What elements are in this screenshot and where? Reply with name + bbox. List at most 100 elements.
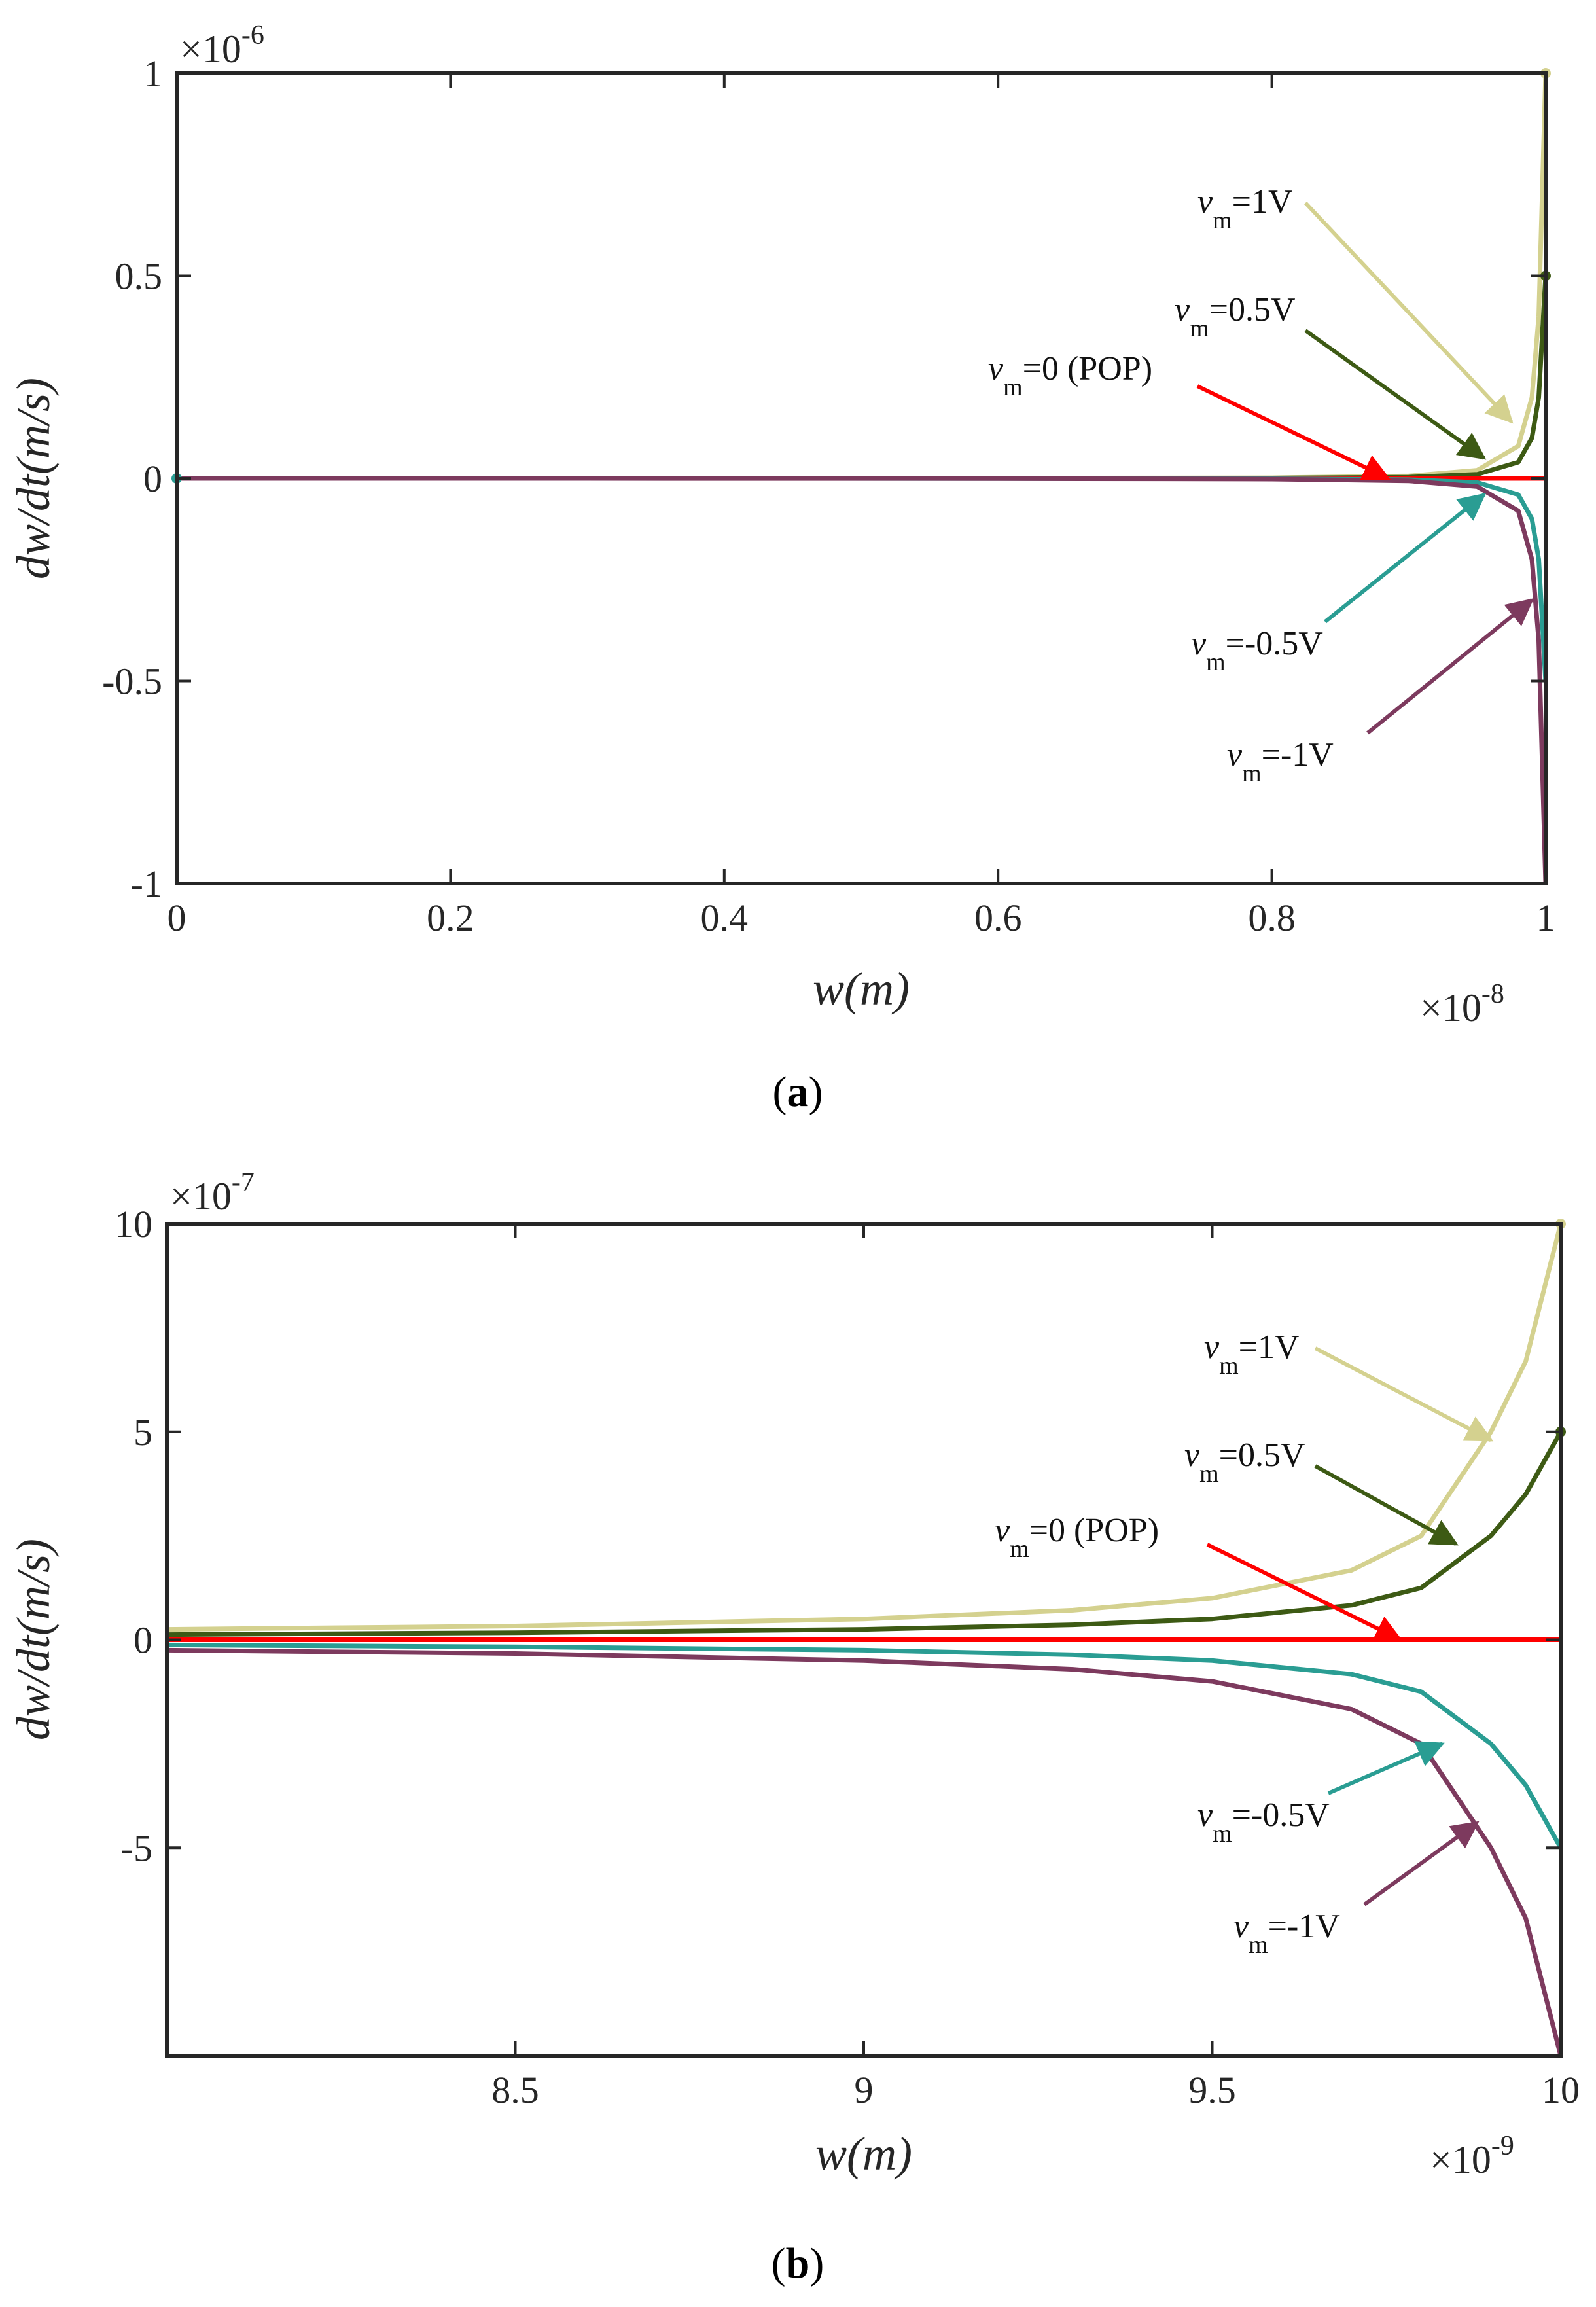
panel-paren-open: (: [771, 2240, 786, 2287]
panel-letter: a: [787, 1068, 809, 1116]
panel-paren-close: ): [809, 2240, 824, 2287]
x-tick-label: 0.8: [1248, 897, 1296, 939]
panel-paren-close: ): [809, 1068, 823, 1116]
y-exponent-power: -6: [241, 20, 264, 50]
y-tick-label: 5: [133, 1411, 152, 1454]
annotation-arrow: [1363, 1821, 1480, 1906]
x-axis-label: w(m): [815, 2128, 912, 2180]
y-tick-label: 0: [143, 457, 162, 500]
annotation-sub: m: [1206, 649, 1226, 676]
annotation-text: =-0.5V: [1226, 625, 1323, 662]
series-line-2: [167, 1431, 1561, 1637]
x-tick-label: 0: [168, 897, 186, 939]
annotation-v: v: [1197, 183, 1213, 221]
y-exponent-power: -7: [232, 1168, 255, 1198]
annotation-label: vm=-0.5V: [1197, 1797, 1330, 1848]
panel-paren-open: (: [773, 1068, 787, 1116]
annotation-text: =1V: [1239, 1329, 1300, 1366]
annotation-v: v: [1184, 1437, 1200, 1474]
x-tick-label: 10: [1542, 2069, 1580, 2111]
annotation-v: v: [995, 1512, 1010, 1549]
series-line-5: [177, 476, 1546, 884]
y-tick-label: 1: [143, 52, 162, 95]
panel-label: (b): [771, 2240, 825, 2287]
annotation-label: vm=1V: [1197, 183, 1293, 234]
annotation-v: v: [1204, 1329, 1220, 1366]
annotation-v: v: [1227, 736, 1243, 774]
y-exponent-label: ×10-7: [170, 1168, 255, 1218]
annotation-text: =0.5V: [1219, 1437, 1305, 1474]
annotation-arrow: [1314, 1464, 1459, 1546]
x-tick-label: 0.4: [701, 897, 749, 939]
y-exponent-base: ×10: [180, 27, 241, 71]
annotation-arrow: [1324, 493, 1487, 624]
x-tick-label: 1: [1536, 897, 1555, 939]
series-line-2: [177, 276, 1546, 481]
annotation-text: =0 (POP): [1029, 1512, 1159, 1549]
annotation-label: vm=1V: [1204, 1329, 1300, 1380]
x-tick-label: 0.2: [427, 897, 474, 939]
annotation-sub: m: [1213, 207, 1232, 234]
annotation-arrow: [1196, 384, 1391, 480]
annotation-text: =-1V: [1268, 1908, 1340, 1945]
y-tick-label: -0.5: [102, 660, 162, 703]
series-line-1: [177, 73, 1546, 481]
annotation-text: =-0.5V: [1232, 1797, 1330, 1834]
y-axis-label: dw/dt(m/s): [7, 378, 60, 579]
y-tick-label: 0: [133, 1619, 152, 1662]
annotation-label: vm=0 (POP): [995, 1512, 1159, 1563]
annotation-arrow: [1303, 201, 1514, 424]
x-exponent-base: ×10: [1420, 986, 1481, 1029]
annotation-sub: m: [1242, 760, 1262, 787]
annotation-text: =-1V: [1262, 736, 1334, 774]
series-line-1: [167, 1224, 1561, 1632]
x-exponent-label: ×10-9: [1430, 2131, 1514, 2181]
annotation-label: vm=-0.5V: [1191, 625, 1323, 676]
annotation-sub: m: [1213, 1820, 1232, 1848]
x-tick-label: 8.5: [491, 2069, 539, 2111]
annotation-text: =1V: [1232, 183, 1293, 221]
annotation-arrow: [1327, 1741, 1445, 1795]
x-exponent-power: -8: [1481, 979, 1504, 1009]
series-line-5: [167, 1647, 1561, 2056]
annotation-sub: m: [1249, 1931, 1268, 1959]
series-line-4: [167, 1642, 1561, 1850]
annotation-v: v: [1175, 291, 1190, 329]
x-exponent-base: ×10: [1430, 2138, 1491, 2181]
y-tick-label: -1: [131, 863, 162, 905]
chart-panel-a: 0 0.2 0.4 0.6 0.8 1-1-0.500.51×10-8×10-6w(m)d…: [7, 20, 1555, 1116]
y-exponent-base: ×10: [170, 1175, 232, 1218]
annotation-label: vm=0.5V: [1184, 1437, 1305, 1488]
annotation-label: vm=0 (POP): [988, 350, 1152, 401]
annotation-sub: m: [1199, 1460, 1219, 1488]
annotation-arrow: [1304, 329, 1487, 460]
y-tick-label: 0.5: [115, 255, 163, 298]
annotation-label: vm=-1V: [1233, 1908, 1340, 1959]
y-axis-label: dw/dt(m/s): [7, 1539, 60, 1740]
annotation-sub: m: [1003, 374, 1023, 401]
annotation-text: =0 (POP): [1023, 350, 1152, 387]
y-tick-label: 10: [115, 1203, 152, 1245]
annotation-sub: m: [1219, 1352, 1239, 1380]
annotation-v: v: [1197, 1797, 1213, 1834]
annotation-arrow: [1314, 1346, 1494, 1442]
annotation-arrow: [1206, 1543, 1403, 1642]
annotation-v: v: [1191, 625, 1207, 662]
annotation-v: v: [1233, 1908, 1249, 1945]
panel-label: (a): [773, 1068, 823, 1116]
y-tick-label: -5: [121, 1827, 152, 1869]
annotation-label: vm=-1V: [1227, 736, 1334, 787]
panel-letter: b: [786, 2240, 810, 2287]
annotation-text: =0.5V: [1209, 291, 1296, 329]
annotation-sub: m: [1010, 1535, 1029, 1563]
chart-panel-b: 8.5 9 9.5 10-50510×10-9×10-7w(m)dw/dt(m/s)v…: [7, 1168, 1580, 2287]
x-exponent-label: ×10-8: [1420, 979, 1504, 1029]
annotation-sub: m: [1190, 315, 1209, 342]
y-exponent-label: ×10-6: [180, 20, 264, 71]
x-tick-label: 0.6: [974, 897, 1022, 939]
annotation-label: vm=0.5V: [1175, 291, 1296, 342]
x-tick-label: 9.5: [1188, 2069, 1236, 2111]
annotation-arrow: [1366, 598, 1534, 735]
x-tick-label: 9: [855, 2069, 874, 2111]
